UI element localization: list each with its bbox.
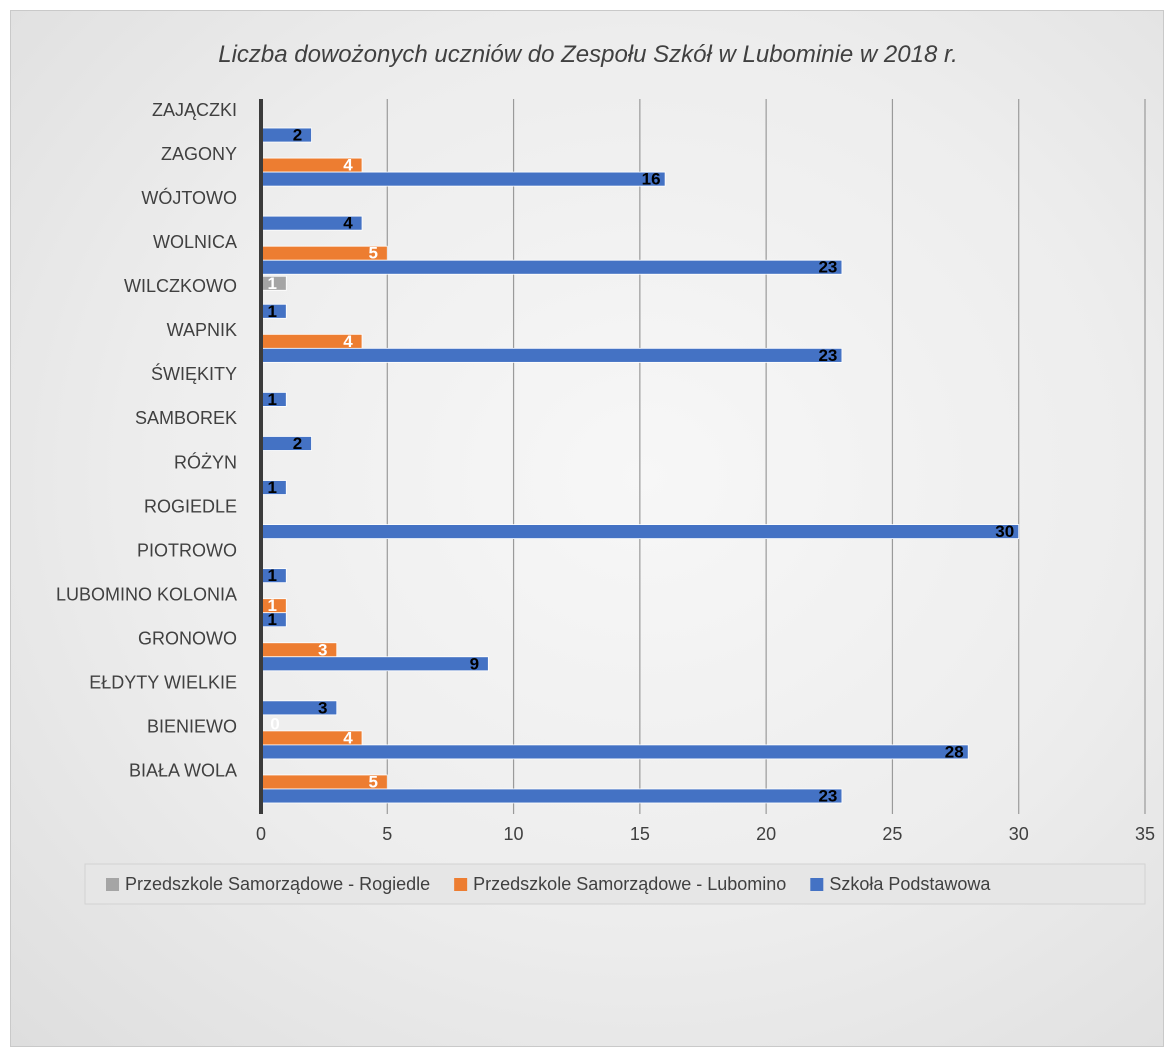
data-label-szkola-podstawowa-zagony: 16 [642,170,661,189]
bar-szkola-podstawowa-zagony [260,171,666,187]
data-label-szkola-podstawowa-wojtowo: 4 [343,214,353,233]
labels: 0 5 10 15 20 25 30 35ZAJĄCZKI2ZAGONY416WÓJTOWO4… [56,100,1155,844]
category-label-zagony: ZAGONY [161,144,237,164]
bar-szkola-podstawowa-biala-wola [260,788,843,804]
bar-szkola-podstawowa-gronowo [260,656,489,672]
category-label-biala-wola: BIAŁA WOLA [129,761,237,781]
bar-szkola-podstawowa-zajaczki [260,127,312,143]
data-label-przedszkole-samorzadowe-lubomino-biala-wola: 5 [369,772,378,791]
data-label-szkola-podstawowa-wapnik: 23 [818,346,837,365]
data-label-szkola-podstawowa-swiekity: 1 [268,390,277,409]
bar-szkola-podstawowa-bieniewo [260,744,969,760]
bars [260,127,1020,804]
category-label-eldyty-wielkie: EŁDYTY WIELKIE [89,673,237,693]
category-label-swiekity: ŚWIĘKITY [151,363,237,384]
data-label-szkola-podstawowa-rozyn: 1 [268,478,277,497]
data-label-przedszkole-samorzadowe-lubomino-gronowo: 3 [318,640,327,659]
data-label-szkola-podstawowa-zajaczki: 2 [293,126,302,145]
data-label-szkola-podstawowa-gronowo: 9 [470,654,479,673]
data-label-przedszkole-samorzadowe-lubomino-wolnica: 5 [369,244,378,263]
category-label-piotrowo: PIOTROWO [137,540,237,560]
x-tick-label-30: 30 [1009,824,1029,844]
data-label-szkola-podstawowa-eldyty-wielkie: 3 [318,698,327,717]
data-label-przedszkole-samorzadowe-lubomino-zagony: 4 [343,156,353,175]
x-tick-label-0: 0 [256,824,266,844]
data-label-szkola-podstawowa-wolnica: 23 [818,258,837,277]
bar-szkola-podstawowa-rogiedle [260,524,1020,539]
gridlines [386,99,1146,814]
legend-swatch-szkola-podstawowa [810,878,824,891]
chart-title: Liczba dowożonych uczniów do Zespołu Szk… [218,41,958,68]
legend-entry-przedszkole-samorzadowe-lubomino: Przedszkole Samorządowe - Lubomino [473,874,786,894]
category-label-wilczkowo: WILCZKOWO [124,276,237,296]
x-tick-label-5: 5 [382,824,392,844]
data-label-szkola-podstawowa-biala-wola: 23 [818,786,837,805]
data-label-przedszkole-samorzadowe-lubomino-bieniewo: 4 [343,728,353,747]
data-label-przedszkole-samorzadowe-rogiedle-bieniewo: 0 [270,714,279,733]
x-tick-label-25: 25 [882,824,902,844]
category-label-wojtowo: WÓJTOWO [141,187,237,208]
data-label-przedszkole-samorzadowe-lubomino-lubomino-kolonia: 1 [268,596,277,615]
chart-frame: Liczba dowożonych uczniów do Zespołu Szk… [10,10,1164,1047]
x-tick-label-15: 15 [630,824,650,844]
x-tick-label-35: 35 [1135,824,1155,844]
category-label-bieniewo: BIENIEWO [147,717,237,737]
data-label-szkola-podstawowa-piotrowo: 1 [268,566,277,585]
category-label-gronowo: GRONOWO [138,629,237,649]
data-label-szkola-podstawowa-wilczkowo: 1 [268,302,277,321]
category-label-lubomino-kolonia: LUBOMINO KOLONIA [56,584,237,604]
category-label-zajaczki: ZAJĄCZKI [152,100,237,120]
data-label-szkola-podstawowa-lubomino-kolonia: 1 [268,610,277,629]
data-label-przedszkole-samorzadowe-rogiedle-wilczkowo: 1 [268,274,277,293]
legend-swatch-przedszkole-samorzadowe-lubomino [454,878,468,891]
bar-chart: Liczba dowożonych uczniów do Zespołu Szk… [56,41,1155,905]
x-tick-label-20: 20 [756,824,776,844]
category-label-wolnica: WOLNICA [153,232,237,252]
x-tick-label-10: 10 [504,824,524,844]
legend-box [84,863,1146,905]
data-label-szkola-podstawowa-samborek: 2 [293,434,302,453]
category-label-rozyn: RÓŻYN [174,451,237,472]
bar-szkola-podstawowa-wolnica [260,259,843,275]
data-label-szkola-podstawowa-rogiedle: 30 [995,522,1014,541]
data-label-przedszkole-samorzadowe-lubomino-wapnik: 4 [343,332,353,351]
legend-entry-szkola-podstawowa: Szkoła Podstawowa [829,874,991,894]
category-label-wapnik: WAPNIK [167,320,237,340]
category-label-rogiedle: ROGIEDLE [144,496,237,516]
bar-szkola-podstawowa-samborek [260,436,312,451]
legend-swatch-przedszkole-samorzadowe-rogiedle [106,878,119,891]
legend-entry-przedszkole-samorzadowe-rogiedle: Przedszkole Samorządowe - Rogiedle [125,874,430,894]
data-label-szkola-podstawowa-bieniewo: 28 [945,742,964,761]
legend: Przedszkole Samorządowe - Rogiedle Przeds… [84,863,1146,905]
category-label-samborek: SAMBOREK [135,408,237,428]
